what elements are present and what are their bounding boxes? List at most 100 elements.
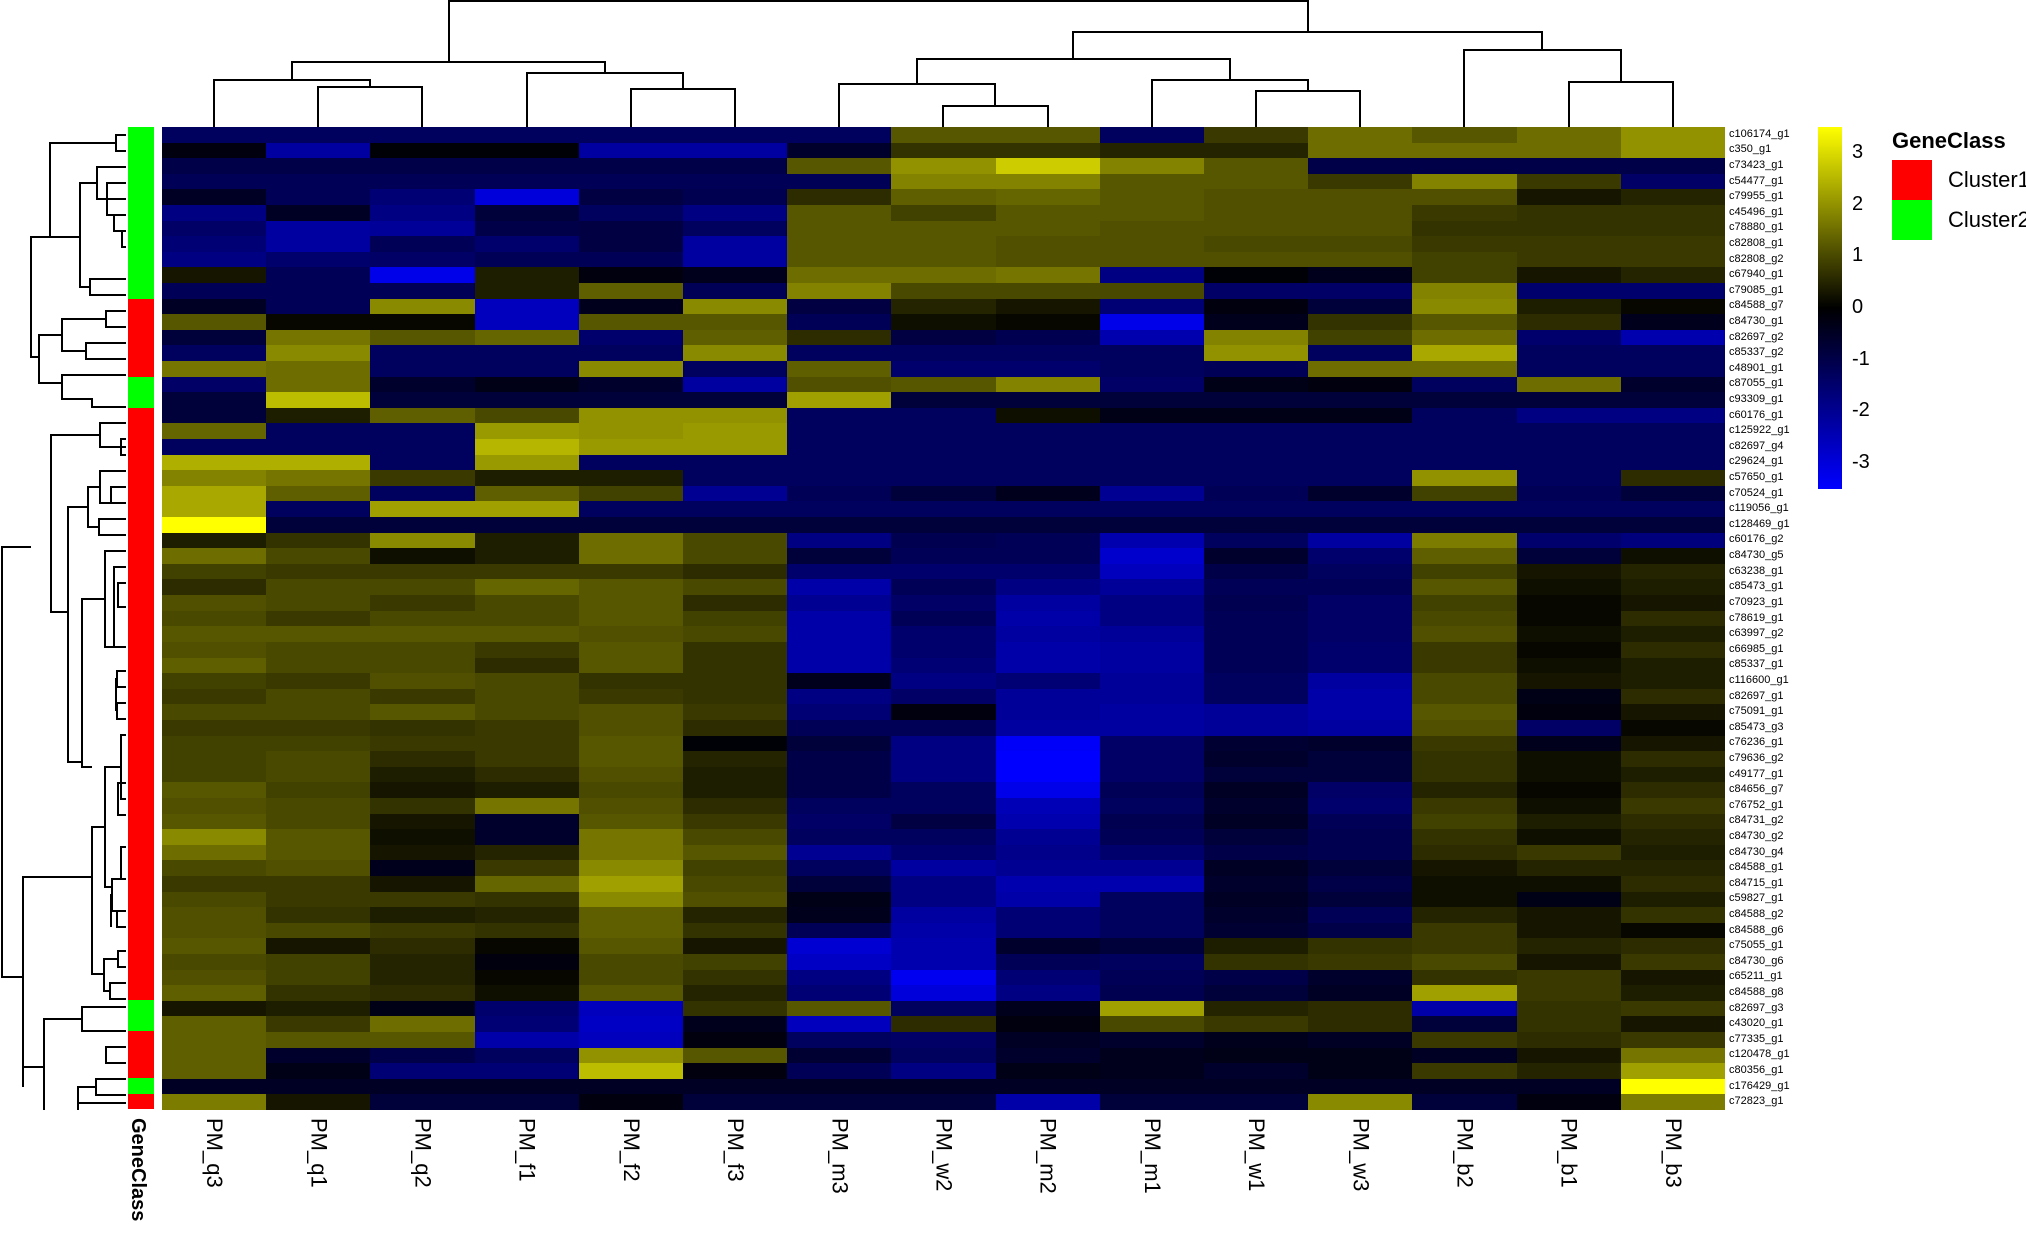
heatmap-cell (1412, 938, 1517, 954)
heatmap-cell (891, 314, 996, 330)
heatmap-cell (1203, 407, 1309, 424)
heatmap-cell (266, 626, 371, 642)
heatmap-cell (1308, 532, 1413, 549)
heatmap-cell (162, 891, 267, 908)
heatmap-cell (1412, 579, 1517, 596)
row-label: c85473_g3 (1729, 720, 1784, 733)
heatmap-cell (474, 329, 579, 346)
heatmap-cell (578, 267, 683, 284)
heatmap-cell (578, 985, 683, 1001)
heatmap-cell (1516, 673, 1621, 689)
row-label: c84656_g7 (1729, 783, 1784, 796)
heatmap-cell (1308, 1031, 1413, 1048)
heatmap-cell (1203, 1047, 1309, 1064)
heatmap-cell (370, 641, 475, 658)
heatmap-cell (1620, 517, 1725, 533)
heatmap-cell (162, 267, 267, 284)
heatmap-cell (682, 236, 788, 252)
heatmap-cell (266, 532, 371, 549)
heatmap-cell (891, 1000, 996, 1017)
heatmap-cell (162, 595, 267, 611)
heatmap-cell (891, 704, 996, 720)
heatmap-cell (891, 220, 996, 237)
heatmap-cell (1099, 688, 1204, 705)
heatmap-cell (682, 548, 788, 564)
heatmap-cell (995, 673, 1100, 689)
heatmap-cell (682, 735, 788, 752)
heatmap-cell (1516, 751, 1621, 767)
color-key-tick: 1 (1852, 244, 1864, 267)
heatmap-cell (1620, 142, 1725, 159)
sidebar-cell (128, 314, 154, 330)
heatmap-cell (891, 267, 996, 284)
heatmap-cell (474, 1063, 579, 1079)
column-label: PM_f1 (514, 1118, 540, 1182)
heatmap-cell (787, 439, 892, 455)
heatmap-cell (1308, 298, 1413, 315)
heatmap-cell (1308, 595, 1413, 611)
heatmap-cell (787, 735, 892, 752)
heatmap-cell (578, 345, 683, 362)
heatmap-cell (1203, 797, 1309, 814)
heatmap-cell (266, 829, 371, 845)
heatmap-cell (891, 361, 996, 377)
heatmap-cell (162, 922, 267, 939)
heatmap-cell (1516, 953, 1621, 970)
heatmap-cell (578, 782, 683, 798)
heatmap-cell (162, 158, 267, 174)
heatmap-cell (266, 470, 371, 486)
row-label: c79636_g2 (1729, 751, 1784, 764)
heatmap-cell (266, 392, 371, 408)
heatmap-cell (682, 1063, 788, 1079)
heatmap-cell (266, 251, 371, 268)
heatmap-cell (266, 985, 371, 1001)
heatmap-cell (891, 251, 996, 268)
heatmap-cell (578, 751, 683, 767)
heatmap-cell (682, 407, 788, 424)
heatmap-cell (891, 969, 996, 986)
heatmap-cell (1620, 829, 1725, 845)
sidebar-cell (128, 719, 154, 736)
heatmap-cell (162, 704, 267, 720)
heatmap-cell (578, 579, 683, 596)
heatmap-cell (787, 719, 892, 736)
heatmap-cell (995, 1031, 1100, 1048)
heatmap-cell (1516, 158, 1621, 174)
heatmap-cell (1620, 1078, 1725, 1095)
heatmap-cell (1099, 875, 1204, 892)
heatmap-cell (578, 173, 683, 190)
sidebar-cell (128, 937, 154, 954)
sidebar-cell (128, 329, 154, 346)
heatmap-cell (682, 922, 788, 939)
heatmap-cell (474, 470, 579, 486)
heatmap-cell (1203, 361, 1309, 377)
heatmap-cell (162, 314, 267, 330)
row-label: c84588_g8 (1729, 985, 1784, 998)
heatmap-cell (266, 704, 371, 720)
heatmap-cell (1412, 205, 1517, 221)
heatmap-cell (1412, 860, 1517, 876)
heatmap-cell (266, 891, 371, 908)
heatmap-cell (995, 283, 1100, 299)
heatmap-cell (891, 236, 996, 252)
heatmap-cell (891, 719, 996, 736)
heatmap-cell (1620, 579, 1725, 596)
heatmap-cell (370, 392, 475, 408)
heatmap-cell (1308, 579, 1413, 596)
heatmap-cell (474, 1000, 579, 1017)
heatmap-cell (1516, 657, 1621, 674)
heatmap-cell (1099, 470, 1204, 486)
heatmap-cell (370, 704, 475, 720)
heatmap-cell (162, 548, 267, 564)
heatmap-cell (1099, 127, 1204, 143)
heatmap-cell (162, 626, 267, 642)
heatmap-cell (1412, 563, 1517, 580)
heatmap-cell (474, 610, 579, 627)
heatmap-cell (1620, 236, 1725, 252)
heatmap-cell (474, 1078, 579, 1095)
heatmap-cell (1099, 1031, 1204, 1048)
heatmap-cell (1412, 610, 1517, 627)
heatmap-cell (682, 127, 788, 143)
heatmap-cell (1412, 376, 1517, 393)
row-label: c82697_g1 (1729, 689, 1784, 702)
